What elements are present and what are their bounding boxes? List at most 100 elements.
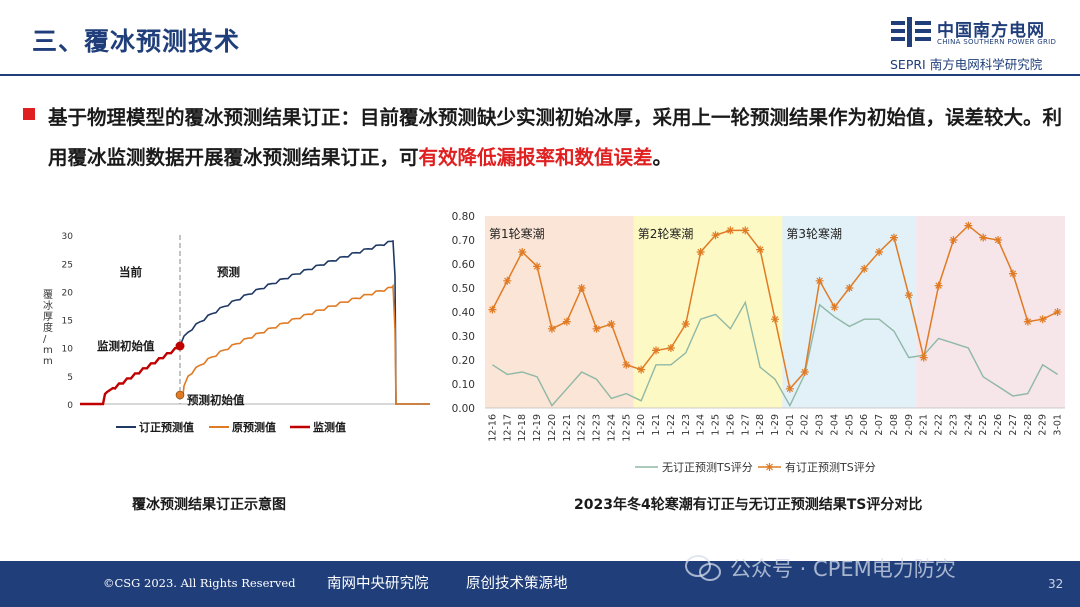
legend-monitored: 监测值 xyxy=(313,420,346,434)
corrected-point xyxy=(771,315,779,324)
footer-bar xyxy=(0,561,1080,607)
left-ylabel-char: / xyxy=(43,334,47,345)
xtick-label: 12-22 xyxy=(577,414,588,442)
forecast-initial-point xyxy=(175,390,185,400)
left-ylabel-char: 厚 xyxy=(43,311,53,323)
xtick-label: 1-23 xyxy=(681,414,692,436)
corrected-point xyxy=(815,276,824,285)
xtick-label: 2-05 xyxy=(844,414,855,436)
left-ytick-label: 5 xyxy=(67,373,73,383)
ytick-label: 0.40 xyxy=(452,307,475,319)
corrected-point xyxy=(800,368,809,376)
uncorrected-series-line xyxy=(492,300,1058,408)
left-ytick-label: 0 xyxy=(67,401,73,411)
corrected-point xyxy=(577,284,586,292)
xtick-label: 2-26 xyxy=(993,414,1004,436)
logo-en-text: CHINA SOUTHERN POWER GRID xyxy=(937,38,1057,46)
monitor-initial-point xyxy=(175,341,185,351)
logo-cn-text: 中国南方电网 xyxy=(937,21,1045,41)
bullet-marker xyxy=(23,108,35,120)
annotation-monitor: 监测初始值 xyxy=(97,339,155,353)
corrected-point xyxy=(652,346,661,355)
ytick-label: 0.70 xyxy=(452,235,475,247)
bullet-main: 基于物理模型的覆冰预测结果订正：目前覆冰预测缺少实测初始冰厚，采用上一轮预测结果… xyxy=(48,106,1063,169)
xtick-label: 12-18 xyxy=(517,414,528,442)
label-forecast: 预测 xyxy=(217,265,240,279)
left-ytick-label: 25 xyxy=(62,260,73,270)
left-ylabel-char: 冰 xyxy=(43,299,53,312)
corrected-point xyxy=(889,233,898,242)
ytick-label: 0.00 xyxy=(452,403,475,415)
xtick-label: 1-20 xyxy=(636,414,647,436)
xtick-label: 1-21 xyxy=(651,414,662,436)
label-current: 当前 xyxy=(119,265,142,279)
xtick-label: 2-24 xyxy=(963,414,974,436)
corrected-point xyxy=(1038,315,1047,324)
corrected-point xyxy=(979,233,988,242)
xtick-label: 2-02 xyxy=(800,414,811,436)
left-ylabel-char: 度 xyxy=(43,321,53,334)
legend-corrected: 订正预测值 xyxy=(139,420,194,434)
xtick-label: 3-01 xyxy=(1053,414,1064,436)
footer-watermark: 公众号 · CPEM电力防灾 xyxy=(730,557,956,581)
corrected-point xyxy=(592,324,601,333)
footer-slogan: 原创技术策源地 xyxy=(466,576,568,592)
corrected-point xyxy=(637,365,646,374)
monitored-series-line xyxy=(80,345,182,406)
corrected-point xyxy=(547,324,556,333)
xtick-label: 2-04 xyxy=(829,414,840,436)
xtick-label: 2-22 xyxy=(934,414,945,436)
corrected-point xyxy=(1023,317,1032,326)
corrected-point xyxy=(607,320,616,328)
xtick-label: 2-08 xyxy=(889,414,900,436)
xtick-label: 12-16 xyxy=(487,414,498,442)
corrected-point xyxy=(518,248,527,256)
page-number: 32 xyxy=(1048,577,1064,591)
legend-uncorrected: 无订正预测TS评分 xyxy=(662,461,753,474)
csg-emblem-icon xyxy=(891,17,931,47)
bullet-end: 。 xyxy=(652,146,673,169)
xtick-label: 1-27 xyxy=(740,414,751,436)
corrected-point xyxy=(830,303,839,312)
xtick-label: 1-28 xyxy=(755,414,766,436)
corrected-point xyxy=(756,245,765,254)
corrected-point xyxy=(845,284,854,292)
corrected-point xyxy=(741,226,750,235)
corrected-point xyxy=(711,231,720,240)
xtick-label: 2-06 xyxy=(859,414,870,436)
cold-wave-region-label: 第2轮寒潮 xyxy=(638,226,694,241)
xtick-label: 2-21 xyxy=(919,414,930,436)
corrected-point xyxy=(562,317,571,326)
corrected-point xyxy=(860,264,869,273)
xtick-label: 12-21 xyxy=(562,414,573,442)
xtick-label: 12-24 xyxy=(606,414,617,442)
bullet-text: 基于物理模型的覆冰预测结果订正：目前覆冰预测缺少实测初始冰厚，采用上一轮预测结果… xyxy=(48,98,1063,178)
ytick-label: 0.80 xyxy=(452,211,475,223)
left-ylabel-char: m xyxy=(43,356,53,367)
corrected-point xyxy=(1008,269,1017,278)
corrected-point xyxy=(785,384,794,393)
corrected-point xyxy=(934,281,943,290)
corrected-point xyxy=(949,236,958,244)
xtick-label: 2-03 xyxy=(815,414,826,436)
xtick-label: 2-27 xyxy=(1008,414,1019,436)
xtick-label: 12-20 xyxy=(547,414,558,442)
corrected-point xyxy=(503,276,512,285)
left-ytick-label: 30 xyxy=(62,232,74,242)
corrected-point xyxy=(1053,308,1062,316)
corrected-point xyxy=(681,320,690,328)
xtick-label: 1-29 xyxy=(770,414,781,436)
footer-copyright: ©CSG 2023. All Rights Reserved xyxy=(103,576,296,590)
cold-wave-region xyxy=(485,216,634,408)
xtick-label: 2-09 xyxy=(904,414,915,436)
legend-corrected: 有订正预测TS评分 xyxy=(785,460,876,474)
left-ytick-label: 10 xyxy=(62,345,74,355)
original-series-line xyxy=(182,283,430,405)
xtick-label: 2-01 xyxy=(785,414,796,436)
xtick-label: 1-22 xyxy=(666,414,677,436)
xtick-label: 2-29 xyxy=(1038,414,1049,436)
corrected-point xyxy=(622,360,631,369)
corrected-point xyxy=(994,236,1003,244)
cold-wave-region xyxy=(916,216,1065,408)
